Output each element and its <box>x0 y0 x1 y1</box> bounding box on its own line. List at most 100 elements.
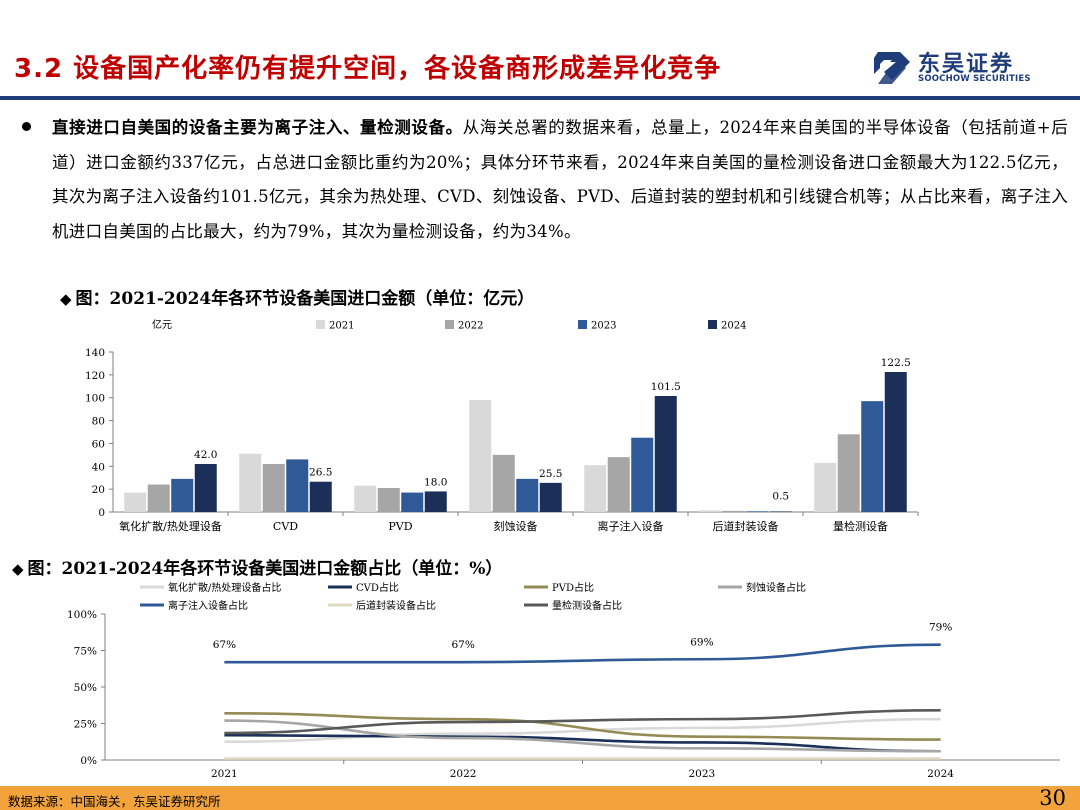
line-legend-label: PVD占比 <box>552 581 594 594</box>
line-y-tick-label: 0% <box>80 755 97 767</box>
bar-mark <box>814 462 837 512</box>
bar-x-tick-label: CVD <box>273 520 298 533</box>
bar-mark <box>239 453 262 512</box>
bar-y-tick-label: 0 <box>98 507 105 519</box>
line-data-label: 69% <box>690 636 713 648</box>
bar-legend-swatch <box>445 320 454 329</box>
line-x-tick-label: 2022 <box>450 768 477 780</box>
line-series-path <box>224 643 941 664</box>
bar-mark <box>746 511 769 512</box>
bar-chart: 亿元 2021 2022 2023 2024 0 20 40 60 80 100 120 140 氧化扩散… <box>85 318 919 533</box>
line-legend-label: 离子注入设备占比 <box>168 599 248 612</box>
line-legend-label: 量检测设备占比 <box>552 599 622 612</box>
figure1-title: ◆ 图：2021-2024年各环节设备美国进口金额（单位：亿元） <box>60 284 534 309</box>
bar-y-tick-label: 20 <box>92 484 105 496</box>
line-data-label: 67% <box>213 639 236 651</box>
bar-legend-label: 2024 <box>721 321 746 332</box>
bar-mark <box>377 488 400 512</box>
bar-mark <box>147 484 170 512</box>
bar-mark <box>884 372 907 512</box>
footer-bar <box>0 786 1080 810</box>
bar-mark <box>469 400 492 512</box>
bar-mark <box>837 434 860 512</box>
logo-text-cn: 东吴证券 <box>918 52 1015 77</box>
line-x-tick-label: 2023 <box>689 768 716 780</box>
bar-mark <box>769 511 792 513</box>
bar-y-tick-label: 100 <box>85 393 105 405</box>
bar-mark <box>424 491 447 512</box>
bar-mark <box>699 510 722 512</box>
bar-data-label: 42.0 <box>194 449 217 461</box>
bar-legend-swatch <box>708 320 717 329</box>
bar-mark <box>124 492 147 512</box>
line-y-tick-label: 25% <box>74 719 97 731</box>
bar-mark <box>171 478 194 512</box>
title-divider <box>0 96 1080 100</box>
figure2-title-text: 图：2021-2024年各环节设备美国进口金额占比（单位：%） <box>27 559 503 579</box>
bar-y-tick-label: 60 <box>92 438 105 450</box>
line-y-tick-label: 75% <box>74 646 97 658</box>
bar-data-label: 25.5 <box>539 468 562 480</box>
bar-mark <box>539 482 562 512</box>
bar-x-tick-label: 量检测设备 <box>833 519 888 533</box>
figure2-title: ◆ 图：2021-2024年各环节设备美国进口金额占比（单位：%） <box>12 554 502 579</box>
bullet-body: 从海关总署的数据来看，总量上，2024年来自美国的半导体设备（包括前道+后道）进… <box>52 118 1068 241</box>
logo-text-en: SOOCHOW SECURITIES <box>918 74 1031 84</box>
bar-mark <box>584 465 607 512</box>
line-series-path <box>224 717 941 744</box>
line-data-label: 79% <box>929 622 952 634</box>
bar-mark <box>309 481 332 512</box>
bullet-paragraph: 直接进口自美国的设备主要为离子注入、量检测设备。从海关总署的数据来看，总量上，2… <box>52 111 1068 249</box>
bar-mark <box>654 396 677 512</box>
page-title: 3.2 设备国产化率仍有提升空间，各设备商形成差异化竞争 <box>14 54 722 84</box>
bar-data-label: 18.0 <box>424 476 447 488</box>
line-series-path <box>224 709 941 735</box>
bar-mark <box>286 459 309 512</box>
footer-source: 数据来源：中国海关，东吴证券研究所 <box>8 794 221 809</box>
bar-mark <box>631 437 654 512</box>
bar-unit-label: 亿元 <box>152 318 172 331</box>
soochow-logo-icon <box>874 52 910 84</box>
bar-y-tick-label: 120 <box>85 370 105 382</box>
brand-logo: 东吴证券 SOOCHOW SECURITIES <box>870 46 1070 90</box>
page-number: 30 <box>1039 786 1066 810</box>
bar-x-tick-label: PVD <box>388 520 412 533</box>
bar-y-tick-label: 40 <box>92 461 105 473</box>
bar-mark <box>262 464 285 512</box>
bar-data-label: 101.5 <box>651 381 681 393</box>
bullet-bold-lead: 直接进口自美国的设备主要为离子注入、量检测设备。 <box>52 118 463 137</box>
line-legend-label: CVD占比 <box>356 581 399 594</box>
line-legend-label: 后道封装设备占比 <box>356 599 436 612</box>
bar-x-tick-label: 刻蚀设备 <box>494 519 538 533</box>
bar-mark <box>516 478 539 512</box>
bar-legend-swatch <box>578 320 587 329</box>
line-y-tick-label: 50% <box>74 682 97 694</box>
bar-y-tick-label: 80 <box>92 416 105 428</box>
bar-mark <box>401 492 424 512</box>
figure2-diamond-icon: ◆ <box>12 560 24 578</box>
bar-data-label: 122.5 <box>881 357 911 369</box>
bar-mark <box>354 485 377 512</box>
bar-x-tick-label: 离子注入设备 <box>598 519 664 533</box>
bar-mark <box>722 510 745 512</box>
bar-data-label: 0.5 <box>772 490 789 502</box>
bar-x-tick-label: 氧化扩散/热处理设备 <box>119 519 222 533</box>
bar-legend-label: 2023 <box>591 321 616 332</box>
bar-mark <box>861 401 884 512</box>
line-legend-label: 氧化扩散/热处理设备占比 <box>168 581 281 594</box>
line-x-tick-label: 2024 <box>927 768 954 780</box>
bullet-dot <box>22 122 31 131</box>
line-data-label: 67% <box>451 639 474 651</box>
bar-legend-label: 2022 <box>458 321 483 332</box>
bar-legend-swatch <box>316 320 325 329</box>
line-legend-label: 刻蚀设备占比 <box>746 581 806 594</box>
bar-mark <box>194 464 217 512</box>
bar-data-label: 26.5 <box>309 467 332 479</box>
bar-legend-label: 2021 <box>329 321 354 332</box>
line-x-tick-label: 2021 <box>211 768 238 780</box>
line-series-path <box>224 733 941 753</box>
line-series-path <box>224 711 941 741</box>
bar-y-tick-label: 140 <box>85 347 105 359</box>
figure1-diamond-icon: ◆ <box>60 290 72 308</box>
